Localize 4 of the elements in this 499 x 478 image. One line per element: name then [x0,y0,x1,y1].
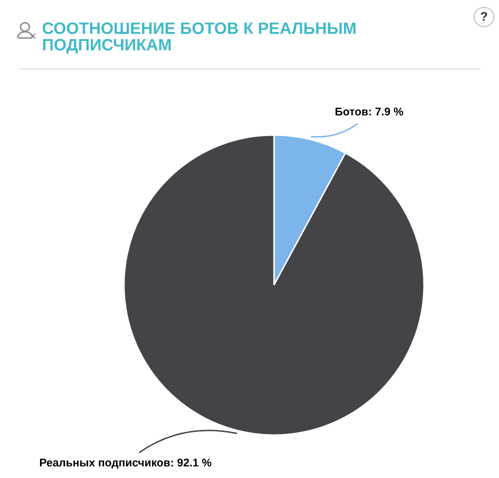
chart-title: СООТНОШЕНИЕ БОТОВ К РЕАЛЬНЫМ ПОДПИСЧИКАМ [42,22,356,54]
slice-label: Ботов: 7.9 % [336,108,404,116]
text: ? [480,12,488,21]
slice-label: Реальных подписчиков: 92.1 % [40,458,212,469]
